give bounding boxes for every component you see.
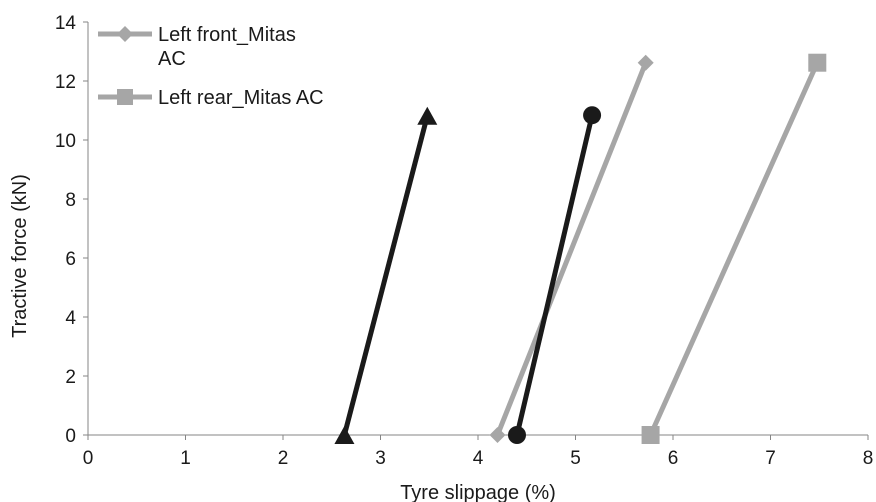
x-tick-label: 6 — [668, 448, 679, 469]
x-axis-title: Tyre slippage (%) — [400, 482, 556, 502]
x-tick-label: 1 — [180, 448, 191, 469]
data-point-triangle — [334, 426, 355, 444]
series-3 — [334, 106, 438, 444]
axes — [83, 21, 869, 440]
y-tick-label: 12 — [55, 72, 76, 93]
y-tick-label: 6 — [65, 249, 76, 270]
legend-rear-marker — [117, 89, 133, 105]
x-tick-label: 5 — [570, 448, 581, 469]
x-tick-label: 2 — [278, 448, 289, 469]
legend: Left front_Mitas AC Left rear_Mitas AC — [98, 24, 324, 109]
series-2-line — [648, 61, 820, 437]
x-tick-label: 4 — [473, 448, 484, 469]
series-3-line — [342, 115, 430, 436]
x-tick-label: 7 — [765, 448, 776, 469]
y-tick-label: 14 — [55, 13, 77, 34]
data-point-diamond — [489, 427, 506, 443]
legend-rear-label: Left rear_Mitas AC — [158, 87, 324, 109]
series-1-line — [495, 61, 649, 436]
y-tick-label: 2 — [65, 367, 76, 388]
legend-front-label-line2: AC — [158, 48, 186, 70]
series-2 — [641, 53, 827, 444]
y-tick-label: 10 — [55, 131, 76, 152]
data-point-circle — [583, 106, 602, 125]
data-point-triangle — [417, 106, 438, 125]
y-tick-label: 4 — [65, 308, 76, 329]
x-tick-label: 3 — [375, 448, 386, 469]
series-1 — [489, 54, 654, 443]
series-4 — [508, 106, 602, 444]
x-tick-label: 8 — [863, 448, 874, 469]
x-tick-label: 0 — [83, 448, 94, 469]
y-axis-title: Tractive force (kN) — [9, 174, 31, 338]
y-tick-label: 8 — [65, 190, 76, 211]
data-point-circle — [508, 426, 526, 444]
y-tick-label: 0 — [65, 426, 76, 447]
series-layer — [334, 53, 827, 444]
legend-front-label-line1: Left front_Mitas — [158, 24, 296, 46]
data-point-diamond — [637, 54, 654, 71]
data-point-square — [808, 53, 827, 72]
data-point-square — [641, 426, 660, 444]
legend-front-marker — [117, 26, 133, 42]
series-4-line — [514, 114, 595, 436]
